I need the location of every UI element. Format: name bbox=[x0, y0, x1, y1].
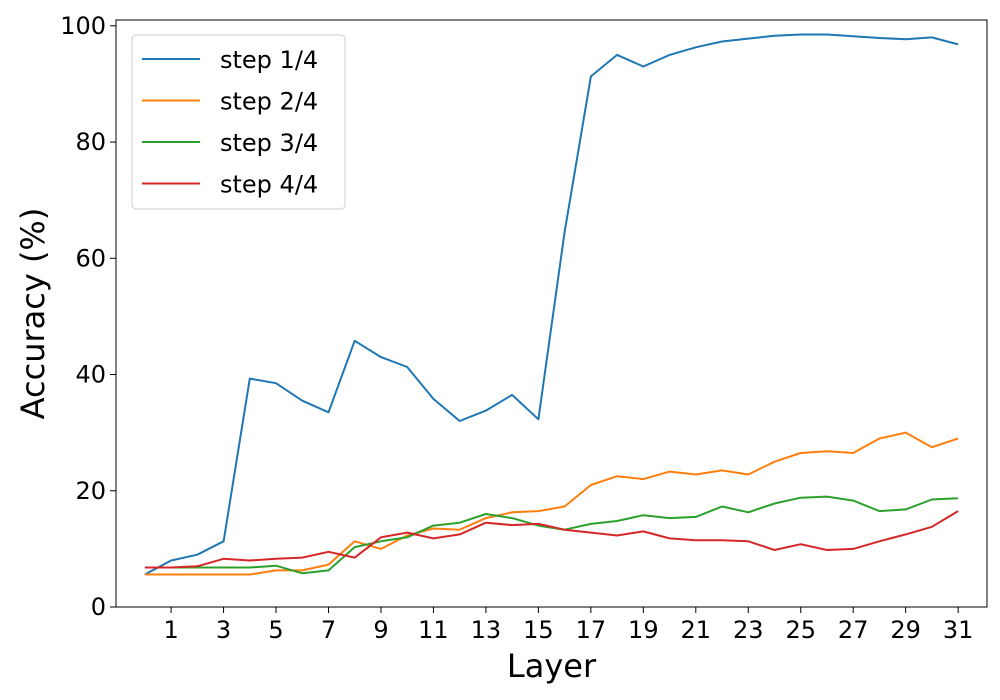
legend-entry: step 4/4 bbox=[220, 171, 318, 199]
x-tick-label: 31 bbox=[943, 616, 974, 644]
x-tick-label: 7 bbox=[321, 616, 336, 644]
y-axis: 0 20 40 60 80 100 bbox=[60, 12, 116, 621]
x-tick-label: 21 bbox=[681, 616, 712, 644]
y-tick-label: 100 bbox=[60, 12, 106, 40]
x-tick-label: 3 bbox=[216, 616, 231, 644]
y-tick-label: 40 bbox=[75, 361, 106, 389]
x-tick-label: 5 bbox=[268, 616, 283, 644]
x-tick-label: 29 bbox=[890, 616, 921, 644]
y-tick-label: 20 bbox=[75, 477, 106, 505]
legend-entry: step 2/4 bbox=[220, 88, 318, 116]
y-axis-label: Accuracy (%) bbox=[14, 208, 52, 420]
x-tick-label: 25 bbox=[785, 616, 816, 644]
x-axis-label: Layer bbox=[507, 647, 597, 685]
x-tick-label: 15 bbox=[523, 616, 554, 644]
plot-frame bbox=[115, 19, 988, 608]
x-tick-label: 1 bbox=[163, 616, 178, 644]
x-tick-label: 17 bbox=[576, 616, 607, 644]
y-tick-label: 80 bbox=[75, 128, 106, 156]
series-line-1 bbox=[144, 33, 959, 576]
x-tick-label: 27 bbox=[838, 616, 869, 644]
x-tick-label: 19 bbox=[628, 616, 659, 644]
series-line-2 bbox=[144, 431, 959, 576]
x-tick-label: 23 bbox=[733, 616, 764, 644]
y-tick-label: 0 bbox=[91, 593, 106, 621]
series-line-4 bbox=[144, 510, 959, 569]
x-tick-label: 13 bbox=[471, 616, 502, 644]
legend: step 1/4 step 2/4 step 3/4 step 4/4 bbox=[131, 34, 346, 210]
y-tick-label: 60 bbox=[75, 244, 106, 272]
series-layer bbox=[144, 33, 959, 576]
legend-entry: step 1/4 bbox=[220, 46, 318, 74]
legend-entry: step 3/4 bbox=[220, 129, 318, 157]
x-tick-label: 11 bbox=[418, 616, 449, 644]
legend-box bbox=[131, 34, 346, 210]
x-axis: 1 3 5 7 9 11 13 15 17 19 21 23 25 27 29 31 bbox=[163, 607, 973, 644]
x-tick-label: 9 bbox=[373, 616, 388, 644]
